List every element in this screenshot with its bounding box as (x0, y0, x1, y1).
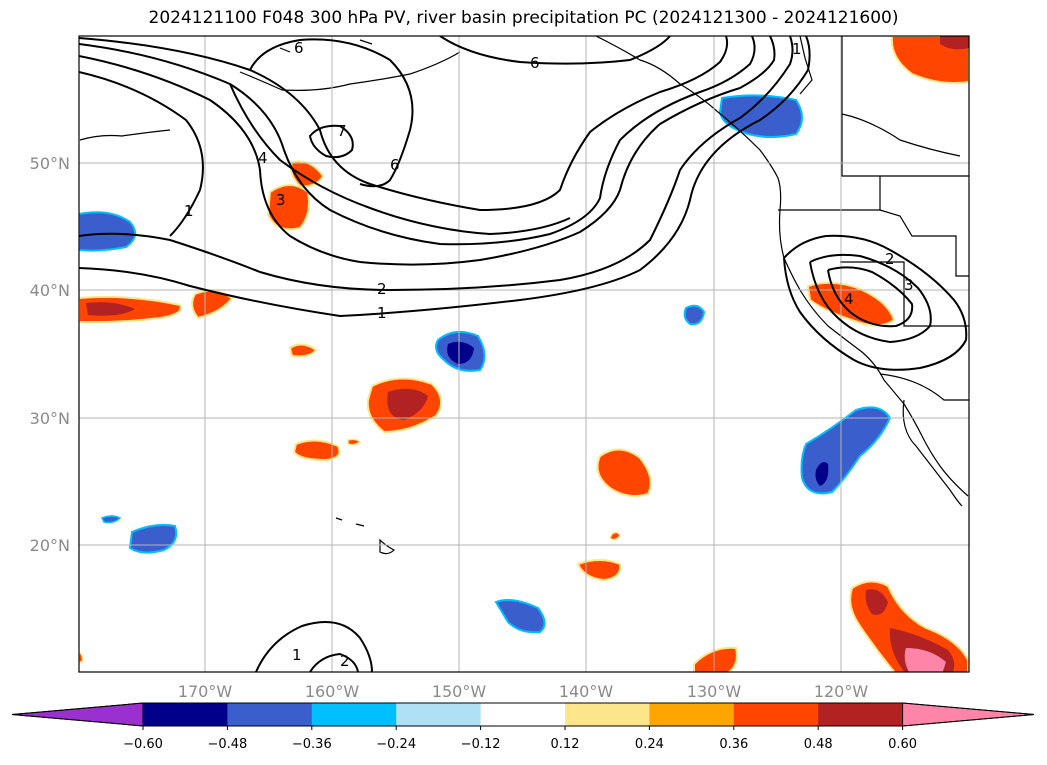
lon-label: 160°W (305, 682, 360, 701)
colorbar-bin (480, 703, 566, 726)
map-panel (79, 36, 969, 672)
precipitation-anomalies (79, 36, 969, 672)
contour-label: 6 (530, 54, 540, 72)
contour-label: 3 (904, 276, 914, 294)
colorbar-bin (649, 703, 735, 726)
colorbar-tick-label: −0.60 (123, 737, 163, 752)
colorbar-bin (143, 703, 228, 726)
graticule (79, 36, 969, 672)
contour-label: 1 (792, 40, 802, 58)
colorbar-bin (227, 703, 313, 726)
colorbar-bin (565, 703, 650, 726)
lon-label: 120°W (814, 682, 869, 701)
latitude-labels: 50°N 40°N 30°N 20°N (30, 154, 70, 555)
contour-label: 2 (885, 250, 895, 268)
colorbar-tick-label: 0.48 (804, 737, 833, 752)
lat-label: 20°N (30, 536, 70, 555)
contour-label: 1 (292, 646, 302, 664)
coastlines (79, 36, 969, 555)
pv-contours (79, 36, 968, 672)
colorbar-tick-label: 0.36 (719, 737, 748, 752)
colorbar-tick-label: 0.60 (888, 737, 917, 752)
lon-label: 140°W (559, 682, 614, 701)
lon-label: 150°W (432, 682, 487, 701)
contour-label: 6 (390, 156, 400, 174)
colorbar-bin (311, 703, 397, 726)
colorbar-tick-label: −0.24 (376, 737, 416, 752)
colorbar-bin (818, 703, 904, 726)
colorbar-tick-label: −0.12 (461, 737, 501, 752)
map-frame (78, 35, 970, 673)
contour-label: 4 (844, 290, 854, 308)
contour-label: 4 (258, 149, 268, 167)
colorbar-bin (396, 703, 482, 726)
lat-label: 50°N (30, 154, 70, 173)
lon-label: 170°W (178, 682, 233, 701)
colorbar-tick-label: −0.36 (292, 737, 332, 752)
contour-label: 1 (377, 304, 387, 322)
colorbar-extend-high (902, 702, 1035, 727)
colorbar-bin (733, 703, 819, 726)
contour-label: 3 (276, 191, 286, 209)
colorbar: −0.60 −0.48 −0.36 −0.24 −0.12 0.12 0.24 0.36 0.4… (11, 702, 1035, 752)
colorbar-tick-label: 0.24 (635, 737, 664, 752)
lon-label: 130°W (687, 682, 742, 701)
longitude-labels: 170°W 160°W 150°W 140°W 130°W 120°W (178, 682, 869, 701)
lat-label: 30°N (30, 409, 70, 428)
colorbar-tick-label: −0.48 (207, 737, 247, 752)
contour-labels: 6 6 7 6 4 3 1 2 1 1 2 3 4 2 1 (184, 39, 914, 670)
colorbar-extend-low (11, 702, 144, 727)
contour-label: 2 (340, 652, 350, 670)
contour-label: 1 (184, 202, 194, 220)
lat-label: 40°N (30, 281, 70, 300)
contour-label: 2 (377, 280, 387, 298)
contour-label: 6 (294, 39, 304, 57)
map-title: 2024121100 F048 300 hPa PV, river basin … (148, 8, 899, 28)
contour-label: 7 (337, 122, 347, 140)
colorbar-tick-label: 0.12 (551, 737, 580, 752)
